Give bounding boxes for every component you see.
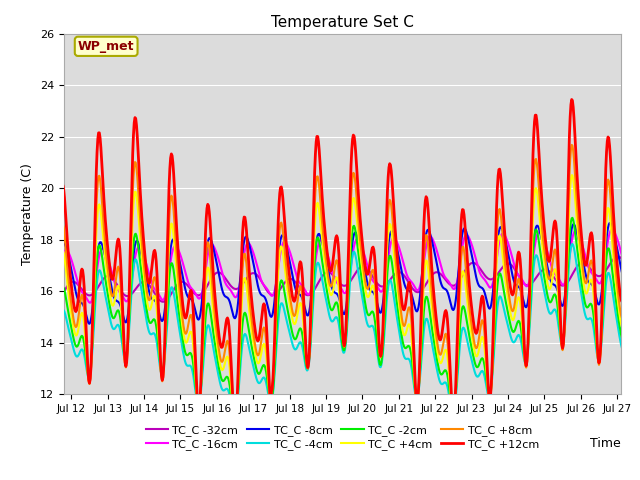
- TC_C -4cm: [118, 340, 126, 346]
- TC_C +4cm: [79, 315, 87, 321]
- Line: TC_C -2cm: TC_C -2cm: [53, 218, 623, 418]
- TC_C -32cm: [619, 256, 627, 262]
- TC_C -4cm: [356, 281, 364, 287]
- TC_C -2cm: [451, 400, 459, 406]
- TC_C -8cm: [118, 309, 126, 314]
- TC_C -16cm: [312, 253, 320, 259]
- TC_C -16cm: [50, 301, 58, 307]
- TC_C +8cm: [451, 404, 459, 409]
- TC_C +4cm: [568, 172, 575, 178]
- TC_C +8cm: [568, 142, 575, 148]
- Line: TC_C +4cm: TC_C +4cm: [53, 175, 623, 423]
- TC_C +8cm: [79, 298, 87, 304]
- TC_C +8cm: [231, 422, 239, 428]
- TC_C +12cm: [231, 421, 239, 427]
- TC_C -2cm: [312, 240, 320, 246]
- TC_C +12cm: [356, 216, 364, 222]
- TC_C -8cm: [356, 241, 364, 247]
- TC_C -32cm: [609, 257, 616, 263]
- TC_C -2cm: [79, 336, 87, 342]
- TC_C -16cm: [608, 227, 616, 232]
- TC_C -32cm: [79, 288, 87, 294]
- Text: Time: Time: [590, 437, 621, 450]
- TC_C -16cm: [619, 255, 627, 261]
- TC_C -4cm: [230, 417, 238, 422]
- TC_C -2cm: [611, 284, 618, 289]
- TC_C -16cm: [81, 292, 88, 298]
- Line: TC_C +8cm: TC_C +8cm: [53, 145, 623, 425]
- TC_C -8cm: [79, 302, 87, 308]
- TC_C -32cm: [356, 265, 364, 271]
- TC_C -4cm: [79, 349, 87, 355]
- TC_C -4cm: [312, 265, 320, 271]
- Line: TC_C -32cm: TC_C -32cm: [53, 256, 623, 305]
- TC_C -16cm: [611, 228, 618, 234]
- TC_C +4cm: [118, 320, 126, 325]
- TC_C -4cm: [451, 403, 459, 409]
- TC_C +4cm: [451, 403, 459, 408]
- TC_C +12cm: [49, 412, 57, 418]
- TC_C +12cm: [79, 274, 87, 279]
- TC_C -4cm: [49, 407, 57, 412]
- Title: Temperature Set C: Temperature Set C: [271, 15, 414, 30]
- TC_C -4cm: [568, 241, 576, 247]
- TC_C -16cm: [356, 240, 364, 245]
- TC_C +12cm: [312, 139, 320, 145]
- TC_C +8cm: [619, 315, 627, 321]
- TC_C +8cm: [611, 247, 618, 253]
- TC_C -8cm: [609, 229, 617, 235]
- TC_C -4cm: [611, 300, 618, 306]
- TC_C +12cm: [611, 221, 618, 227]
- TC_C +8cm: [118, 309, 126, 315]
- Line: TC_C +12cm: TC_C +12cm: [53, 99, 623, 424]
- TC_C -8cm: [451, 306, 458, 312]
- TC_C +12cm: [118, 293, 126, 299]
- TC_C +8cm: [49, 413, 57, 419]
- TC_C +12cm: [568, 96, 575, 102]
- TC_C -2cm: [49, 405, 57, 410]
- TC_C -8cm: [312, 246, 319, 252]
- TC_C +4cm: [312, 205, 320, 211]
- TC_C +4cm: [356, 249, 364, 255]
- TC_C -16cm: [49, 301, 57, 307]
- TC_C -32cm: [49, 302, 57, 308]
- Line: TC_C -4cm: TC_C -4cm: [53, 244, 623, 420]
- TC_C +4cm: [619, 325, 627, 331]
- TC_C -8cm: [49, 322, 57, 328]
- Text: WP_met: WP_met: [78, 40, 134, 53]
- Legend: TC_C -32cm, TC_C -16cm, TC_C -8cm, TC_C -4cm, TC_C -2cm, TC_C +4cm, TC_C +8cm, T: TC_C -32cm, TC_C -16cm, TC_C -8cm, TC_C …: [141, 420, 543, 455]
- TC_C -2cm: [118, 331, 126, 337]
- TC_C -32cm: [118, 289, 126, 295]
- TC_C -16cm: [119, 294, 127, 300]
- TC_C -32cm: [312, 285, 319, 291]
- TC_C -16cm: [451, 286, 459, 291]
- TC_C +12cm: [451, 400, 459, 406]
- TC_C -2cm: [619, 336, 627, 342]
- Line: TC_C -16cm: TC_C -16cm: [53, 229, 623, 304]
- TC_C -2cm: [356, 265, 364, 271]
- TC_C -8cm: [607, 220, 614, 226]
- TC_C +4cm: [49, 410, 57, 416]
- TC_C +4cm: [611, 263, 618, 268]
- TC_C +8cm: [356, 237, 364, 243]
- TC_C -2cm: [568, 215, 576, 221]
- TC_C -32cm: [451, 283, 458, 288]
- TC_C +12cm: [619, 299, 627, 305]
- TC_C -2cm: [231, 415, 239, 420]
- Y-axis label: Temperature (C): Temperature (C): [22, 163, 35, 265]
- TC_C -4cm: [619, 347, 627, 352]
- Line: TC_C -8cm: TC_C -8cm: [53, 223, 623, 325]
- TC_C +4cm: [231, 420, 239, 426]
- TC_C -32cm: [614, 253, 621, 259]
- TC_C -8cm: [619, 272, 627, 277]
- TC_C +8cm: [312, 179, 320, 184]
